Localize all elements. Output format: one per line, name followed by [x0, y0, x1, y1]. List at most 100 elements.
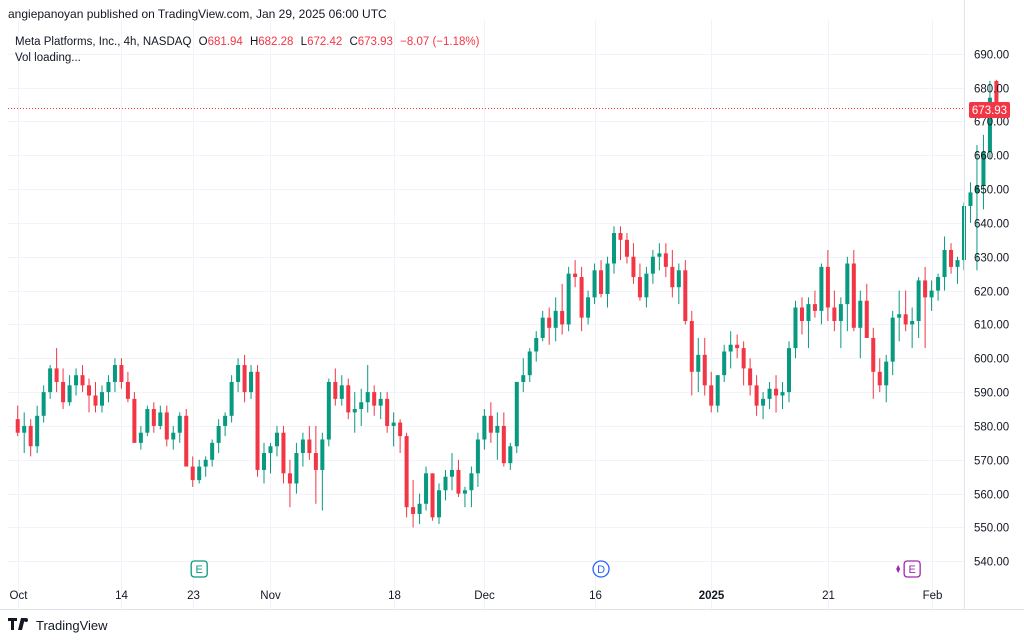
candle [663, 243, 668, 278]
candle [968, 182, 973, 223]
candle-body [210, 442, 215, 460]
legend-symbol: Meta Platforms, Inc., 4h, NASDAQ [15, 36, 191, 48]
candle-body [929, 290, 934, 298]
time-tick-label: 18 [388, 590, 401, 602]
candle [696, 337, 701, 393]
candle-body [307, 439, 312, 454]
candle [689, 310, 694, 396]
grid-lines [8, 20, 964, 609]
candle-body [74, 375, 79, 386]
candle [190, 456, 195, 487]
candle [398, 419, 403, 454]
candle-body [106, 381, 111, 393]
candle [650, 249, 655, 284]
candle [404, 432, 409, 518]
candle-body [974, 185, 979, 193]
price-tick-label: 550.00 [974, 523, 1009, 535]
candle [812, 290, 817, 318]
candle-body [858, 300, 863, 328]
candle-body [761, 398, 766, 406]
candle [255, 365, 260, 477]
candle-body [359, 402, 364, 410]
price-tick-label: 680.00 [974, 84, 1009, 96]
last-price-badge: 673.93 [969, 102, 1010, 118]
candle [437, 483, 442, 525]
candle [670, 249, 675, 298]
candle [566, 266, 571, 332]
candle-body [812, 304, 817, 311]
candle [955, 256, 960, 284]
candle-body [566, 273, 571, 325]
candle [527, 348, 532, 382]
candle-body [158, 412, 163, 426]
candle-body [683, 270, 688, 322]
candle-body [15, 419, 20, 433]
candle [495, 412, 500, 460]
event-marker-letter: D [597, 564, 605, 576]
price-tick-label: 640.00 [974, 219, 1009, 231]
legend-volume: Vol loading... [15, 52, 81, 64]
candle [482, 409, 487, 450]
dividend-marker[interactable]: D [592, 560, 610, 578]
earnings-marker[interactable]: E [190, 560, 208, 578]
candle [242, 354, 247, 403]
footer: TradingView [8, 617, 108, 633]
candle-body [378, 398, 383, 406]
candle-body [87, 385, 92, 396]
candle [501, 412, 506, 467]
candle-body [184, 415, 189, 467]
candle [203, 456, 208, 477]
candle [586, 290, 591, 325]
candle-body [482, 415, 487, 440]
candle-body [462, 490, 467, 494]
candle [132, 392, 137, 443]
price-tick-label: 560.00 [974, 490, 1009, 502]
candle-body [877, 371, 882, 386]
candle [67, 375, 72, 406]
svg-text:Meta Platforms, Inc., 4h, NASD: Meta Platforms, Inc., 4h, NASDAQ O681.94… [15, 36, 480, 48]
candle [74, 368, 79, 396]
candle [61, 368, 66, 410]
candle [981, 134, 986, 210]
price-tick-label: 600.00 [974, 354, 1009, 366]
candle-body [527, 351, 532, 376]
candle-body [825, 266, 830, 308]
candle-body [424, 473, 429, 504]
candle [177, 412, 182, 443]
candle-body [313, 453, 318, 470]
price-tick-label: 630.00 [974, 253, 1009, 265]
candle-body [255, 371, 260, 470]
candle-body [793, 307, 798, 349]
candle-body [553, 310, 558, 328]
legend-change: −8.07 (−1.18%) [400, 36, 479, 48]
candle [171, 425, 176, 450]
candle-body [326, 381, 331, 440]
candle [475, 432, 480, 487]
candle [916, 277, 921, 338]
candle [521, 358, 526, 393]
candle [514, 381, 519, 454]
candle [799, 297, 804, 335]
candle-body [99, 392, 104, 406]
candle-body [229, 381, 234, 416]
candle-body [333, 381, 338, 399]
candle [858, 290, 863, 359]
candle [469, 466, 474, 508]
candle [553, 297, 558, 342]
candle-body [456, 469, 461, 494]
candle-body [631, 256, 636, 278]
candle [164, 405, 169, 447]
candle [158, 405, 163, 430]
candle [605, 256, 610, 308]
candle [80, 365, 85, 393]
candle-body [767, 388, 772, 399]
candle-body [449, 469, 454, 477]
candle-body [884, 361, 889, 386]
candle-body [190, 466, 195, 481]
candle [884, 354, 889, 403]
candle [151, 402, 156, 433]
candle-body [715, 375, 720, 406]
candle [93, 381, 98, 413]
earnings-upcoming-marker[interactable]: E [896, 560, 921, 578]
